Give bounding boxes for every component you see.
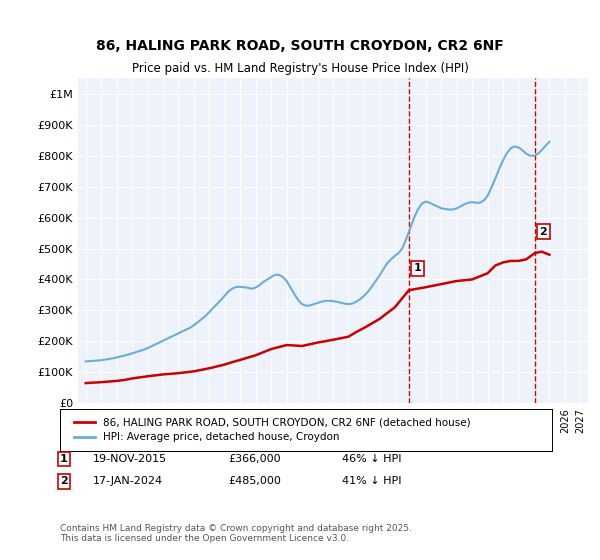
Legend: 86, HALING PARK ROAD, SOUTH CROYDON, CR2 6NF (detached house), HPI: Average pric: 86, HALING PARK ROAD, SOUTH CROYDON, CR2…	[70, 413, 475, 446]
Text: 2: 2	[60, 477, 68, 487]
Text: £485,000: £485,000	[228, 477, 281, 487]
Text: 1: 1	[413, 263, 421, 273]
Text: 17-JAN-2024: 17-JAN-2024	[93, 477, 163, 487]
Text: £366,000: £366,000	[228, 454, 281, 464]
Text: 86, HALING PARK ROAD, SOUTH CROYDON, CR2 6NF: 86, HALING PARK ROAD, SOUTH CROYDON, CR2…	[96, 39, 504, 53]
Text: 41% ↓ HPI: 41% ↓ HPI	[342, 477, 401, 487]
Text: 19-NOV-2015: 19-NOV-2015	[93, 454, 167, 464]
Text: Price paid vs. HM Land Registry's House Price Index (HPI): Price paid vs. HM Land Registry's House …	[131, 62, 469, 74]
Text: 46% ↓ HPI: 46% ↓ HPI	[342, 454, 401, 464]
Text: 2: 2	[539, 227, 547, 237]
Text: Contains HM Land Registry data © Crown copyright and database right 2025.
This d: Contains HM Land Registry data © Crown c…	[60, 524, 412, 543]
Text: 1: 1	[60, 454, 68, 464]
